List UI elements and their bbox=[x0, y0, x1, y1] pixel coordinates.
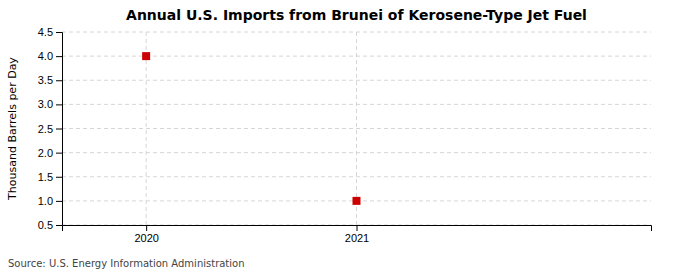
chart: 2020 2021 0.5 1.0 1.5 2.0 2.5 3.0 3.5 4.0 4.5 Annua… bbox=[0, 0, 675, 275]
tick-mark bbox=[56, 177, 62, 178]
plot-area: 2020 2021 0.5 1.0 1.5 2.0 2.5 3.0 3.5 4.0 4.5 bbox=[38, 26, 652, 244]
tick: 3.0 bbox=[38, 98, 62, 110]
point bbox=[353, 197, 361, 205]
tick-mark bbox=[56, 225, 62, 226]
tick-label: 1.0 bbox=[38, 195, 53, 207]
tick: 2021 bbox=[345, 225, 369, 244]
tick: 3.5 bbox=[38, 74, 62, 86]
x-axis: 2020 2021 bbox=[63, 225, 652, 244]
tick-label: 2021 bbox=[345, 232, 369, 244]
tick-mark bbox=[56, 153, 62, 154]
axis-line bbox=[63, 226, 652, 232]
tick-mark bbox=[56, 201, 62, 202]
tick-mark bbox=[146, 225, 147, 231]
grid-line bbox=[62, 80, 651, 81]
tick: 2020 bbox=[134, 225, 158, 244]
grid-line bbox=[356, 32, 357, 225]
tick-mark bbox=[357, 225, 358, 231]
grid-line bbox=[146, 32, 147, 225]
grid bbox=[62, 32, 651, 225]
tick-label: 4.5 bbox=[38, 26, 53, 38]
points bbox=[142, 52, 360, 205]
tick-label: 4.0 bbox=[38, 50, 53, 62]
annotation: Source: U.S. Energy Information Administ… bbox=[8, 258, 245, 269]
axis-line bbox=[56, 33, 63, 226]
grid-line bbox=[62, 128, 651, 129]
tick-label: 2020 bbox=[134, 232, 158, 244]
tick: 2.5 bbox=[38, 123, 62, 135]
tick: 4.0 bbox=[38, 50, 62, 62]
tick-label: 3.0 bbox=[38, 98, 53, 110]
tick-label: 3.5 bbox=[38, 74, 53, 86]
tick-mark bbox=[56, 32, 62, 33]
point bbox=[142, 52, 150, 60]
tick: 2.0 bbox=[38, 147, 62, 159]
tick-label: 2.5 bbox=[38, 123, 53, 135]
grid-line bbox=[62, 176, 651, 177]
y-axis: 0.5 1.0 1.5 2.0 2.5 3.0 3.5 4.0 4.5 bbox=[38, 26, 63, 231]
tick-label: 0.5 bbox=[38, 219, 53, 231]
tick: 1.0 bbox=[38, 195, 62, 207]
tick-label: 1.5 bbox=[38, 171, 53, 183]
title: Annual U.S. Imports from Brunei of Keros… bbox=[126, 7, 587, 23]
tick-mark bbox=[56, 80, 62, 81]
tick-mark bbox=[56, 104, 62, 105]
tick: 1.5 bbox=[38, 171, 62, 183]
y-axis-title: Thousand Barrels per Day bbox=[6, 57, 19, 201]
tick-mark bbox=[56, 56, 62, 57]
tick: 4.5 bbox=[38, 26, 62, 38]
tick-label: 2.0 bbox=[38, 147, 53, 159]
tick: 0.5 bbox=[38, 219, 62, 231]
tick-mark bbox=[56, 129, 62, 130]
